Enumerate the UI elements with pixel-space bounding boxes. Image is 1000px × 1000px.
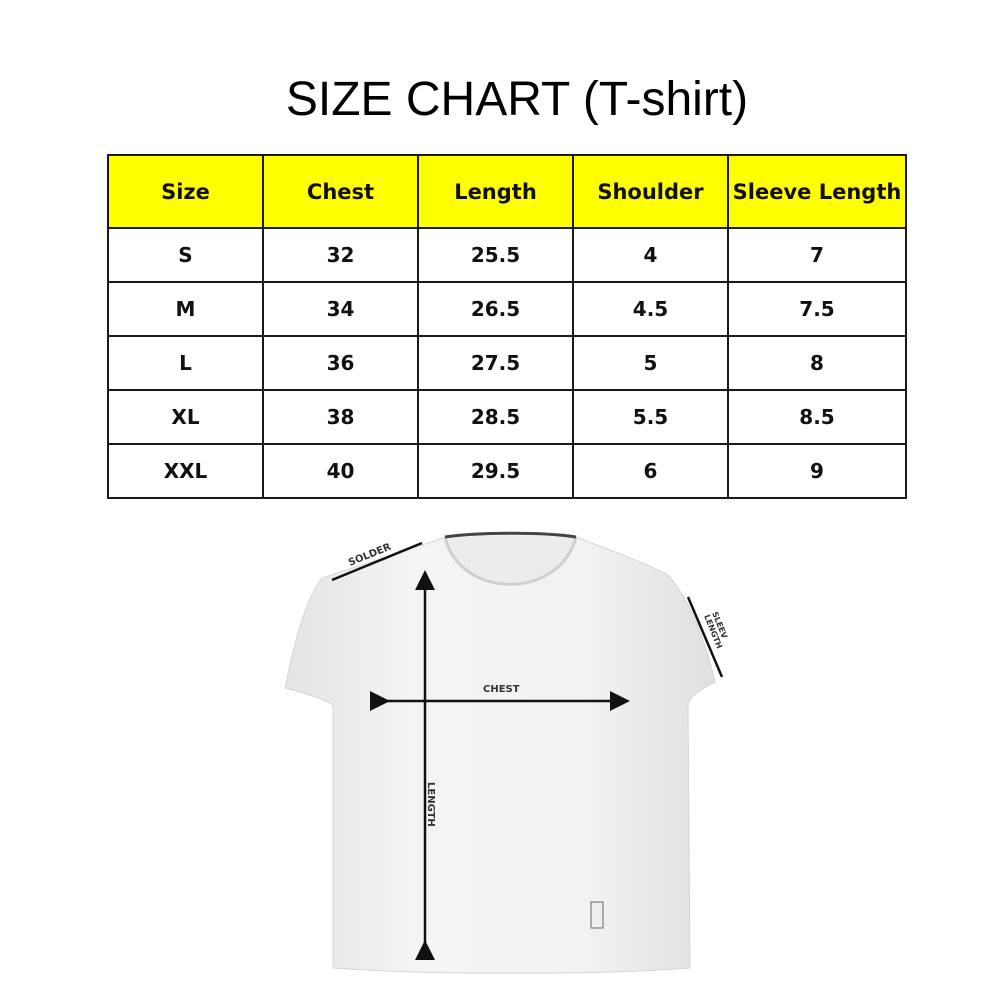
- table-cell: 40: [262, 443, 419, 499]
- table-cell: 28.5: [417, 389, 574, 445]
- shoulder-measure-line: [331, 541, 423, 582]
- header-size: Size: [107, 154, 264, 229]
- table-cell: 29.5: [417, 443, 574, 499]
- length-label: LENGTH: [425, 782, 436, 827]
- table-cell: 38: [262, 389, 419, 445]
- table-row: M 34 26.5 4.5 7.5: [107, 281, 907, 337]
- table-cell: 7.5: [727, 281, 907, 337]
- table-cell: 8: [727, 335, 907, 391]
- table-cell: 4.5: [572, 281, 729, 337]
- table-cell: M: [107, 281, 264, 337]
- table-cell: 27.5: [417, 335, 574, 391]
- table-cell: 5: [572, 335, 729, 391]
- brand-tag-icon: [590, 901, 604, 929]
- table-cell: 6: [572, 443, 729, 499]
- header-row: Size Chest Length Shoulder Sleeve Length: [107, 154, 907, 229]
- chest-label: CHEST: [483, 684, 520, 695]
- header-shoulder: Shoulder: [572, 154, 729, 229]
- collar: [443, 536, 578, 586]
- table-cell: S: [107, 227, 264, 283]
- table-cell: 7: [727, 227, 907, 283]
- table-cell: 36: [262, 335, 419, 391]
- table-row: L 36 27.5 5 8: [107, 335, 907, 391]
- header-chest: Chest: [262, 154, 419, 229]
- table-row: XXL 40 29.5 6 9: [107, 443, 907, 499]
- collar-trim: [444, 531, 577, 539]
- table-cell: 26.5: [417, 281, 574, 337]
- page-title: SIZE CHART (T-shirt): [285, 73, 749, 126]
- header-sleeve-length: Sleeve Length: [727, 154, 907, 229]
- table-cell: XL: [107, 389, 264, 445]
- sleeve-measure-line: [686, 596, 724, 678]
- size-chart-table: Size Chest Length Shoulder Sleeve Length…: [107, 154, 907, 499]
- table-cell: 8.5: [727, 389, 907, 445]
- table-row: XL 38 28.5 5.5 8.5: [107, 389, 907, 445]
- table-cell: 25.5: [417, 227, 574, 283]
- tshirt-body: [284, 532, 716, 974]
- table-cell: 34: [262, 281, 419, 337]
- table-row: S 32 25.5 4 7: [107, 227, 907, 283]
- table-cell: 5.5: [572, 389, 729, 445]
- table-cell: 4: [572, 227, 729, 283]
- header-length: Length: [417, 154, 574, 229]
- table-cell: 32: [262, 227, 419, 283]
- table-cell: XXL: [107, 443, 264, 499]
- table-cell: L: [107, 335, 264, 391]
- table-cell: 9: [727, 443, 907, 499]
